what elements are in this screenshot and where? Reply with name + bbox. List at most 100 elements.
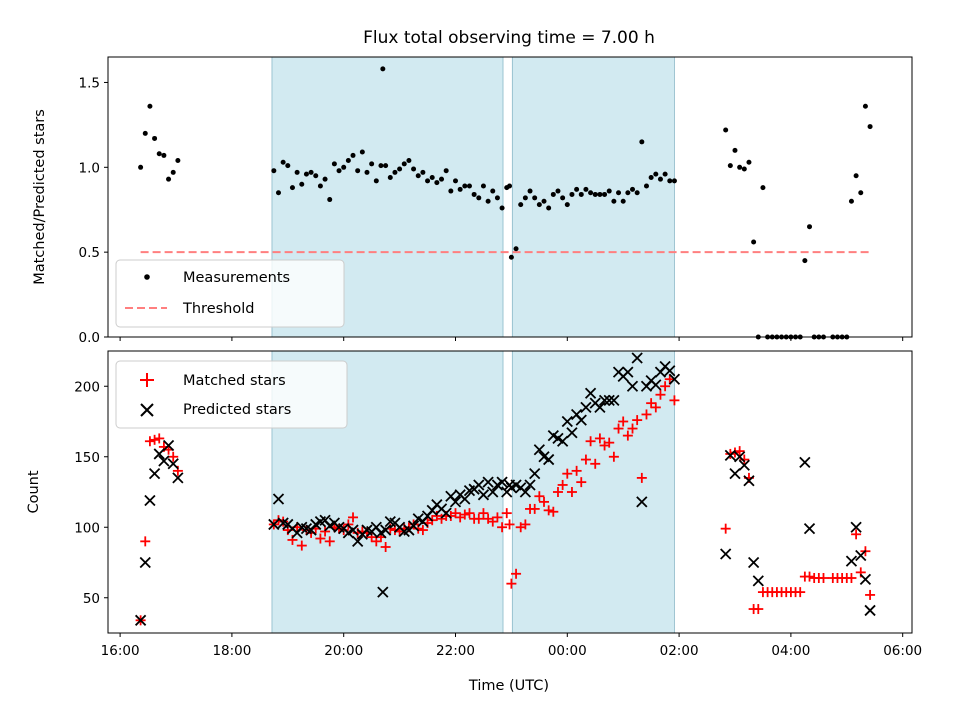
measurement-point (380, 66, 386, 72)
measurement-point (578, 191, 584, 197)
measurement-point (378, 163, 384, 169)
matched-star-marker (478, 508, 489, 519)
matched-star-marker (580, 454, 591, 465)
x-tick-label: 22:00 (436, 643, 475, 659)
predicted-star-marker (752, 575, 764, 587)
measurement-point (532, 195, 538, 201)
legend-measurements-marker (144, 274, 150, 280)
measurement-point (592, 191, 598, 197)
matched-star-marker (506, 578, 517, 589)
predicted-star-marker (650, 379, 662, 391)
bottom-y-ticks: 50 100 150 200 (74, 379, 108, 607)
matched-star-marker (865, 589, 876, 600)
measurement-point (331, 161, 337, 167)
top-x-ticks (119, 337, 904, 341)
measurement-point (513, 246, 519, 252)
matched-star-marker (501, 508, 512, 519)
matched-star-marker (497, 522, 508, 533)
matched-star-marker (320, 526, 331, 537)
matched-star-marker (846, 573, 857, 584)
measurement-point (643, 183, 649, 189)
measurement-point (303, 171, 309, 177)
measurement-point (336, 168, 342, 174)
matched-star-marker (576, 477, 587, 488)
measurement-point (280, 159, 286, 165)
measurement-point (639, 139, 645, 145)
predicted-star-marker (379, 524, 392, 536)
predicted-star-marker (473, 479, 485, 491)
predicted-star-marker (272, 493, 285, 505)
y-tick-label: 1.5 (79, 75, 100, 91)
measurement-point (564, 202, 570, 208)
matched-star-marker (548, 506, 559, 517)
predicted-star-marker (626, 380, 639, 392)
x-axis-label: Time (UTC) (468, 678, 549, 694)
measurement-point (415, 173, 421, 179)
measurement-point (620, 198, 626, 204)
matched-star-marker (608, 451, 619, 462)
x-tick-label: 04:00 (771, 643, 810, 659)
measurement-point (397, 166, 403, 172)
predicted-star-marker (622, 366, 634, 378)
matched-star-marker (739, 454, 750, 465)
matched-star-marker (753, 604, 764, 615)
measurement-point (858, 190, 864, 196)
top-axes-frame (107, 56, 913, 338)
measurement-point (294, 169, 300, 175)
matched-star-marker (851, 529, 862, 540)
measurement-point (327, 197, 333, 203)
matched-star-marker (464, 508, 475, 519)
matched-star-marker (627, 423, 638, 434)
measurement-point (175, 158, 181, 164)
matched-star-marker (818, 573, 829, 584)
matched-star-marker (552, 487, 563, 497)
matched-star-marker (618, 416, 629, 427)
measurement-point (662, 171, 668, 177)
measurement-point (350, 152, 356, 158)
matched-star-marker (590, 458, 601, 469)
chart-title: Flux total observing time = 7.00 h (363, 28, 655, 48)
matched-star-marker (660, 381, 671, 392)
measurement-point (737, 164, 743, 170)
predicted-star-marker (533, 444, 545, 456)
x-tick-label: 06:00 (883, 643, 922, 659)
predicted-star-marker (543, 453, 555, 466)
predicted-star-marker (575, 414, 587, 426)
measurement-point (452, 178, 458, 184)
top-y-ticks: 0.0 0.5 1.0 1.5 (79, 75, 108, 346)
x-tick-label: 18:00 (212, 643, 251, 659)
x-tick-label: 16:00 (101, 643, 140, 659)
predicted-star-marker (407, 520, 420, 532)
matched-star-marker (380, 541, 391, 552)
measurement-point (156, 151, 162, 157)
predicted-star-marker (158, 455, 170, 467)
measurement-point (166, 176, 172, 182)
predicted-star-marker (743, 475, 755, 487)
predicted-star-marker (477, 489, 490, 501)
measurement-point (161, 152, 167, 158)
measurement-point (657, 176, 663, 182)
measurement-point (518, 202, 524, 208)
measurement-point (597, 191, 603, 197)
matched-star-marker (655, 389, 666, 400)
x-tick-label: 20:00 (324, 643, 363, 659)
measurement-point (457, 186, 463, 192)
predicted-star-marker (803, 523, 816, 535)
predicted-star-marker (864, 604, 876, 617)
matched-star-marker (539, 496, 550, 507)
predicted-star-marker (631, 352, 643, 364)
matched-star-marker (594, 433, 605, 444)
matched-star-marker (632, 415, 643, 426)
x-tick-label: 00:00 (548, 643, 587, 659)
measurement-point (392, 169, 398, 175)
y-tick-label: 0.0 (79, 330, 100, 346)
measurement-point (727, 163, 733, 169)
measurement-point (313, 173, 319, 179)
measurement-point (341, 164, 347, 170)
predicted-star-marker (529, 468, 541, 480)
predicted-star-marker (268, 518, 280, 531)
predicted-star-marker (608, 394, 620, 406)
predicted-star-marker (859, 573, 872, 586)
measurement-point (373, 178, 379, 184)
measurement-point (625, 190, 631, 196)
